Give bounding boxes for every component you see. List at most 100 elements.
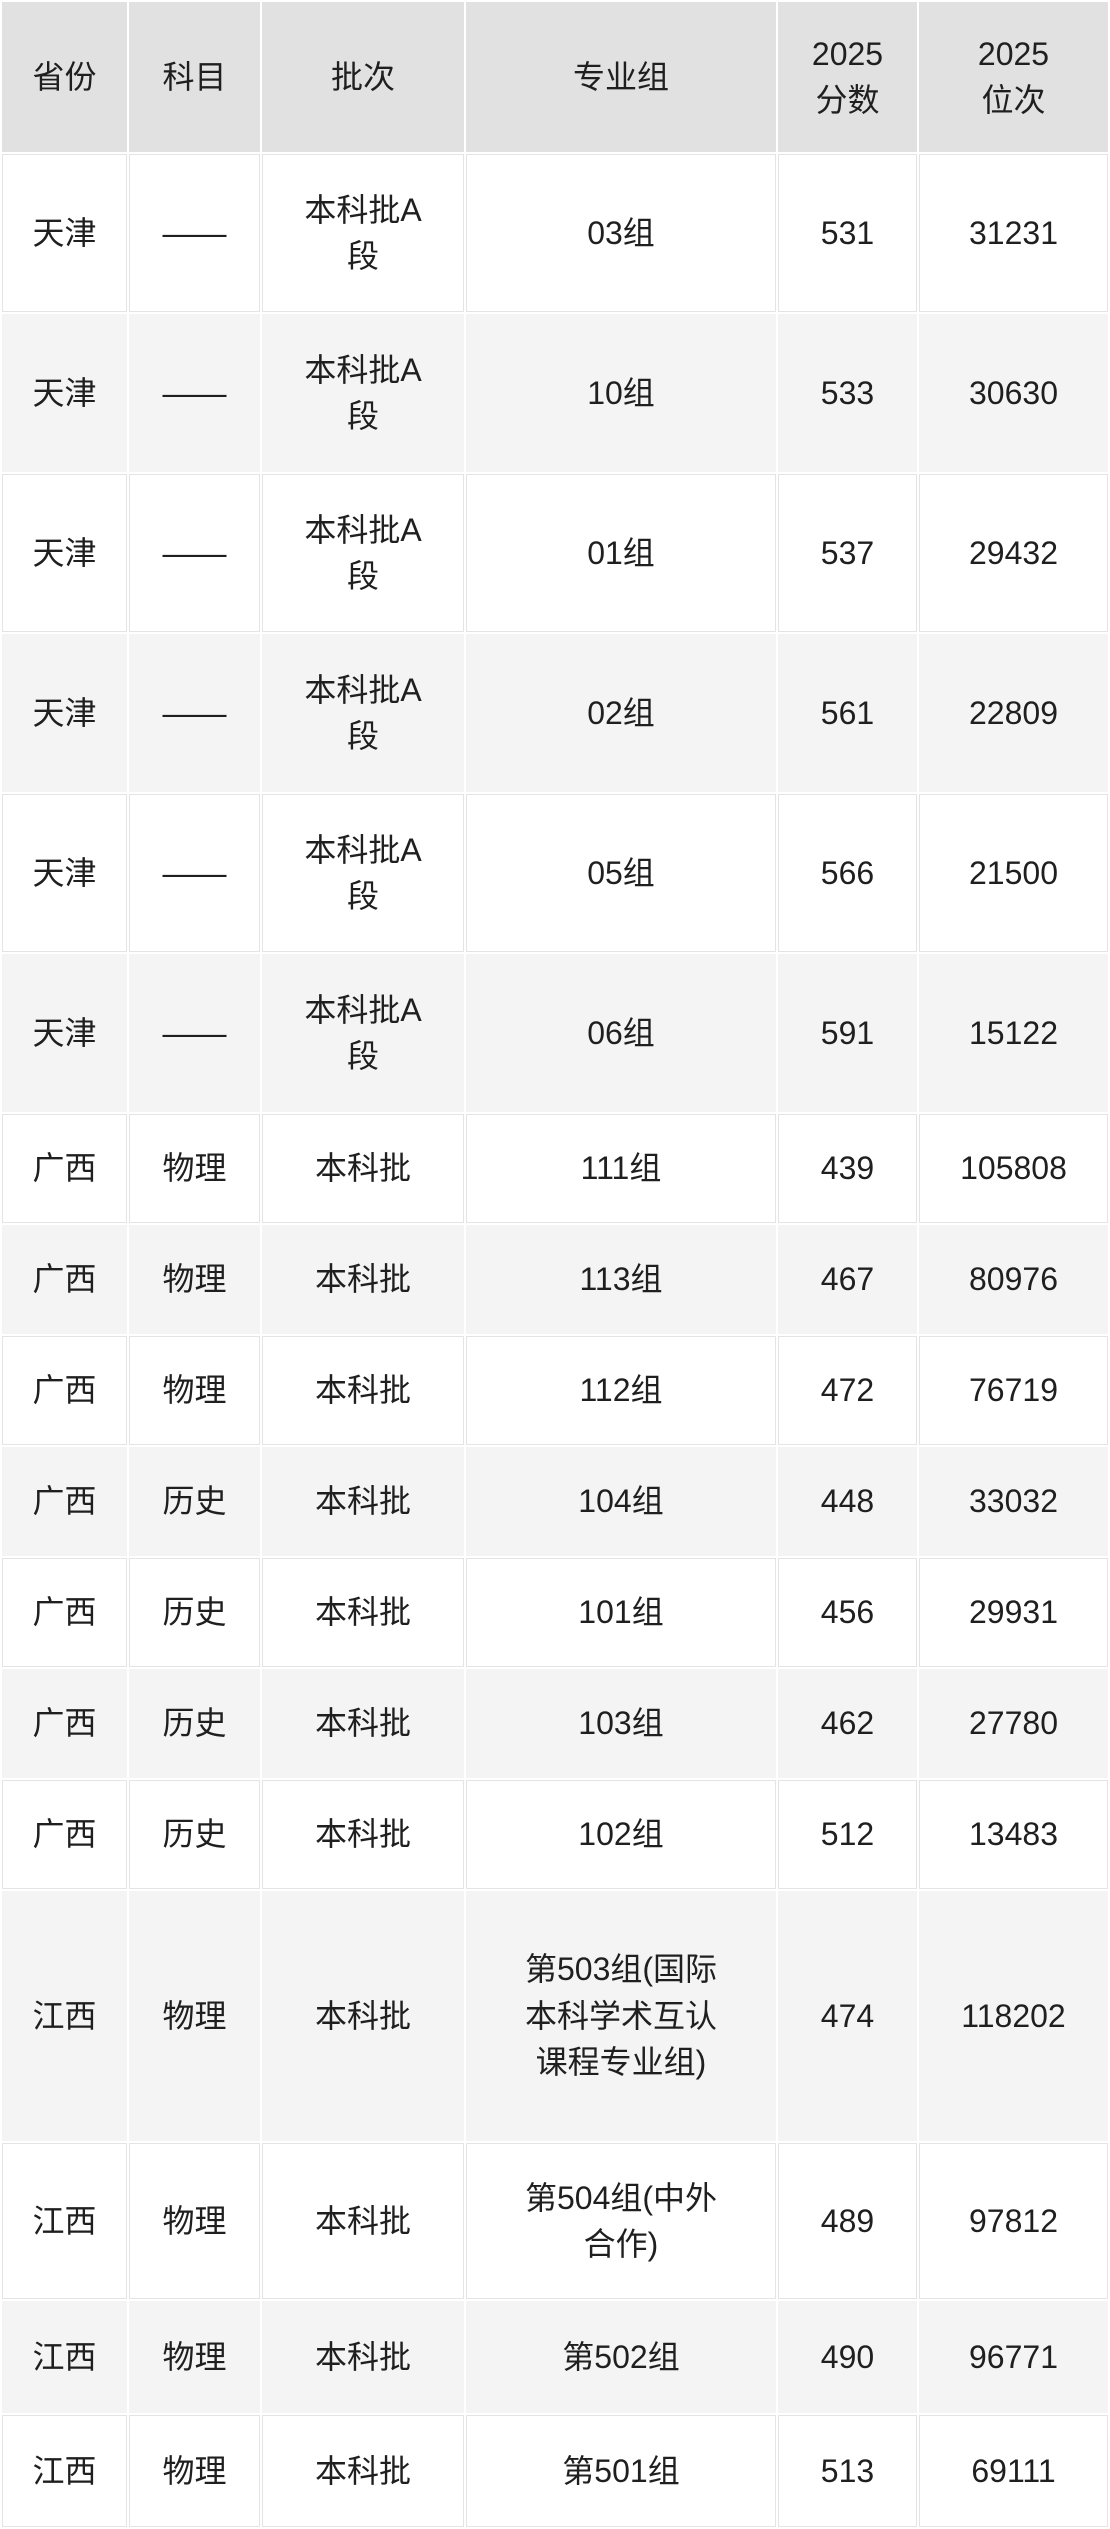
cell-batch: 本科批 (262, 1114, 464, 1223)
cell-score: 591 (778, 954, 917, 1112)
cell-subject: —— (129, 314, 260, 472)
table-row: 广西 历史 本科批 101组 456 29931 (2, 1558, 1108, 1667)
header-row: 省份 科目 批次 专业组 2025 分数 2025 位次 (2, 2, 1108, 152)
cell-rank: 80976 (919, 1225, 1108, 1334)
cell-score: 439 (778, 1114, 917, 1223)
cell-rank: 30630 (919, 314, 1108, 472)
cell-rank: 15122 (919, 954, 1108, 1112)
cell-province: 江西 (2, 2415, 127, 2527)
cell-group: 103组 (466, 1669, 776, 1778)
table-row: 天津 —— 本科批A段 10组 533 30630 (2, 314, 1108, 472)
cell-subject: 历史 (129, 1447, 260, 1556)
cell-subject: 物理 (129, 1891, 260, 2141)
cell-group: 03组 (466, 154, 776, 312)
cell-group: 06组 (466, 954, 776, 1112)
cell-province: 广西 (2, 1447, 127, 1556)
cell-rank: 96771 (919, 2301, 1108, 2413)
cell-batch: 本科批A段 (262, 794, 464, 952)
cell-batch: 本科批 (262, 1225, 464, 1334)
cell-rank: 97812 (919, 2143, 1108, 2299)
cell-score: 467 (778, 1225, 917, 1334)
cell-province: 广西 (2, 1558, 127, 1667)
cell-subject: 历史 (129, 1558, 260, 1667)
cell-group: 第503组(国际本科学术互认课程专业组) (466, 1891, 776, 2141)
cell-province: 天津 (2, 794, 127, 952)
column-header-group: 专业组 (466, 2, 776, 152)
column-header-province: 省份 (2, 2, 127, 152)
cell-group: 05组 (466, 794, 776, 952)
cell-group: 113组 (466, 1225, 776, 1334)
table-row: 天津 —— 本科批A段 02组 561 22809 (2, 634, 1108, 792)
cell-batch: 本科批 (262, 2415, 464, 2527)
cell-subject: 物理 (129, 1336, 260, 1445)
cell-group: 02组 (466, 634, 776, 792)
cell-province: 天津 (2, 474, 127, 632)
table-body: 天津 —— 本科批A段 03组 531 31231 天津 —— 本科批A段 10组 533 30630… (2, 154, 1108, 2527)
cell-province: 江西 (2, 1891, 127, 2141)
cell-group: 104组 (466, 1447, 776, 1556)
cell-subject: 历史 (129, 1780, 260, 1889)
cell-batch: 本科批A段 (262, 314, 464, 472)
cell-group: 10组 (466, 314, 776, 472)
cell-score: 462 (778, 1669, 917, 1778)
cell-province: 天津 (2, 954, 127, 1112)
cell-subject: —— (129, 954, 260, 1112)
cell-score: 531 (778, 154, 917, 312)
table-row: 广西 历史 本科批 104组 448 33032 (2, 1447, 1108, 1556)
cell-rank: 31231 (919, 154, 1108, 312)
cell-rank: 69111 (919, 2415, 1108, 2527)
cell-score: 456 (778, 1558, 917, 1667)
cell-group: 第501组 (466, 2415, 776, 2527)
cell-rank: 22809 (919, 634, 1108, 792)
cell-group: 第502组 (466, 2301, 776, 2413)
cell-batch: 本科批 (262, 2143, 464, 2299)
column-header-rank: 2025 位次 (919, 2, 1108, 152)
cell-rank: 13483 (919, 1780, 1108, 1889)
cell-score: 561 (778, 634, 917, 792)
table-header: 省份 科目 批次 专业组 2025 分数 2025 位次 (2, 2, 1108, 152)
cell-score: 474 (778, 1891, 917, 2141)
cell-group: 112组 (466, 1336, 776, 1445)
table-row: 广西 物理 本科批 112组 472 76719 (2, 1336, 1108, 1445)
cell-score: 537 (778, 474, 917, 632)
cell-rank: 33032 (919, 1447, 1108, 1556)
cell-batch: 本科批 (262, 1336, 464, 1445)
cell-province: 广西 (2, 1114, 127, 1223)
cell-rank: 27780 (919, 1669, 1108, 1778)
table-row: 天津 —— 本科批A段 03组 531 31231 (2, 154, 1108, 312)
cell-subject: 历史 (129, 1669, 260, 1778)
cell-score: 489 (778, 2143, 917, 2299)
cell-province: 天津 (2, 314, 127, 472)
cell-rank: 118202 (919, 1891, 1108, 2141)
table-row: 广西 物理 本科批 113组 467 80976 (2, 1225, 1108, 1334)
table-row: 江西 物理 本科批 第504组(中外合作) 489 97812 (2, 2143, 1108, 2299)
cell-subject: —— (129, 794, 260, 952)
cell-subject: 物理 (129, 2415, 260, 2527)
cell-batch: 本科批 (262, 1558, 464, 1667)
cell-rank: 21500 (919, 794, 1108, 952)
cell-score: 513 (778, 2415, 917, 2527)
cell-group: 第504组(中外合作) (466, 2143, 776, 2299)
cell-score: 472 (778, 1336, 917, 1445)
cell-province: 广西 (2, 1669, 127, 1778)
cell-province: 广西 (2, 1780, 127, 1889)
cell-batch: 本科批 (262, 1447, 464, 1556)
table-row: 天津 —— 本科批A段 05组 566 21500 (2, 794, 1108, 952)
cell-batch: 本科批 (262, 1891, 464, 2141)
cell-batch: 本科批 (262, 2301, 464, 2413)
column-header-score: 2025 分数 (778, 2, 917, 152)
table-row: 广西 历史 本科批 103组 462 27780 (2, 1669, 1108, 1778)
cell-rank: 105808 (919, 1114, 1108, 1223)
cell-subject: —— (129, 634, 260, 792)
cell-subject: 物理 (129, 1225, 260, 1334)
cell-batch: 本科批A段 (262, 634, 464, 792)
cell-batch: 本科批 (262, 1780, 464, 1889)
cell-province: 江西 (2, 2143, 127, 2299)
cell-group: 102组 (466, 1780, 776, 1889)
table-row: 天津 —— 本科批A段 06组 591 15122 (2, 954, 1108, 1112)
table-row: 江西 物理 本科批 第502组 490 96771 (2, 2301, 1108, 2413)
table-row: 江西 物理 本科批 第501组 513 69111 (2, 2415, 1108, 2527)
cell-province: 江西 (2, 2301, 127, 2413)
